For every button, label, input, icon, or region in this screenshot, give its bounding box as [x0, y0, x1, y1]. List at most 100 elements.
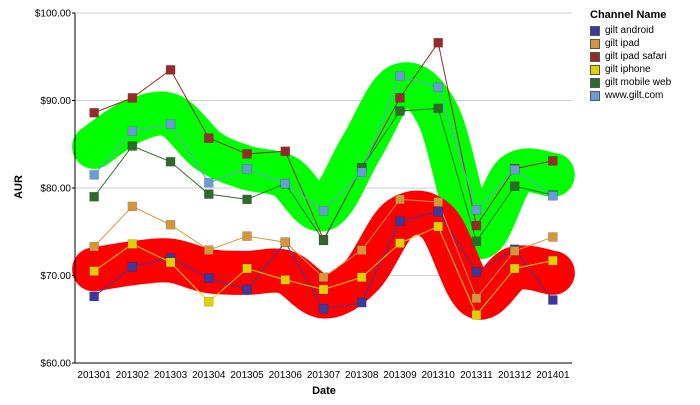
x-tick-label: 201309 — [383, 370, 417, 381]
highlight-band-layer — [72, 62, 575, 320]
x-tick-label: 201312 — [498, 370, 532, 381]
x-tick-label: 201303 — [154, 370, 188, 381]
data-point — [242, 284, 252, 295]
data-point — [204, 178, 214, 188]
x-tick-label: 201307 — [307, 370, 341, 381]
data-point — [548, 255, 558, 266]
legend-item: gilt android — [590, 24, 698, 37]
data-point — [127, 239, 138, 249]
data-point — [280, 275, 291, 285]
data-point — [395, 71, 405, 81]
legend-label: www.gilt.com — [605, 90, 664, 101]
data-point — [318, 272, 329, 282]
data-point — [471, 310, 482, 320]
x-tick-label: 201311 — [460, 370, 493, 381]
x-axis-title: Date — [312, 385, 336, 397]
data-point — [127, 262, 138, 272]
data-point — [509, 263, 520, 274]
data-point — [89, 192, 99, 202]
data-point — [280, 237, 291, 247]
data-point — [433, 197, 443, 207]
series-layer — [89, 38, 558, 320]
data-point — [548, 191, 558, 201]
data-point — [548, 156, 558, 166]
data-point — [395, 194, 405, 205]
data-point — [242, 194, 252, 205]
data-point — [433, 38, 443, 48]
data-point — [165, 65, 176, 75]
data-point — [242, 164, 252, 174]
legend-item: gilt mobile web — [590, 76, 698, 89]
data-point — [471, 236, 482, 247]
y-tick-label: $70.00 — [40, 271, 71, 282]
data-point — [204, 297, 214, 307]
data-point — [204, 133, 214, 143]
data-point — [242, 231, 252, 241]
data-point — [204, 273, 214, 283]
x-tick-label: 201308 — [345, 370, 379, 381]
data-point — [165, 119, 176, 129]
legend-label: gilt ipad — [605, 38, 640, 49]
x-tick-label: 201310 — [422, 370, 456, 381]
tick-label-layer: $60.00 $70.00 $80.00 $90.00 $100.00 201301 201… — [35, 9, 570, 382]
data-point — [89, 108, 99, 118]
y-tick-label: $100.00 — [35, 9, 72, 20]
data-point — [395, 238, 405, 248]
data-point — [433, 82, 443, 93]
x-tick-label: 201304 — [192, 370, 226, 381]
data-point — [165, 157, 176, 167]
data-point — [471, 220, 482, 231]
axis-layer — [72, 12, 572, 364]
data-point — [356, 167, 367, 177]
data-point — [89, 170, 99, 180]
data-point — [204, 245, 214, 255]
data-point — [433, 221, 443, 232]
data-point — [318, 235, 329, 246]
data-point — [395, 93, 405, 103]
data-point — [318, 284, 329, 295]
data-point — [433, 206, 443, 217]
data-point — [471, 205, 482, 215]
data-point — [395, 106, 405, 116]
legend-swatch — [590, 38, 600, 49]
data-point — [471, 267, 482, 277]
data-point — [165, 257, 176, 268]
data-point — [127, 93, 138, 103]
legend: Channel Name gilt android gilt ipad gilt i… — [590, 9, 698, 102]
data-point — [471, 293, 482, 303]
data-point — [356, 245, 367, 255]
legend-swatch — [590, 90, 600, 101]
x-tick-label: 201301 — [77, 370, 111, 381]
x-tick-label: 201302 — [116, 370, 150, 381]
legend-swatch — [590, 64, 600, 75]
legend-item: gilt ipad safari — [590, 50, 698, 63]
legend-label: gilt ipad safari — [605, 51, 667, 62]
data-point — [509, 164, 520, 175]
data-point — [433, 103, 443, 114]
data-point — [89, 291, 99, 302]
y-tick-label: $60.00 — [40, 359, 71, 370]
x-tick-label: 201401 — [536, 370, 570, 381]
data-point — [280, 146, 291, 156]
x-tick-label: 201305 — [230, 370, 264, 381]
y-tick-label: $90.00 — [40, 96, 71, 107]
data-point — [509, 246, 520, 256]
data-point — [318, 206, 329, 216]
y-tick-label: $80.00 — [40, 184, 71, 195]
data-point — [242, 263, 252, 274]
legend-swatch — [590, 51, 600, 62]
data-point — [395, 216, 405, 226]
legend-label: gilt mobile web — [605, 77, 672, 88]
y-axis-title: AUR — [13, 175, 25, 199]
legend-item: gilt iphone — [590, 63, 698, 76]
data-point — [89, 241, 99, 252]
data-point — [280, 178, 291, 189]
data-point — [356, 297, 367, 308]
legend-item: www.gilt.com — [590, 89, 698, 102]
data-point — [548, 232, 558, 242]
legend-title: Channel Name — [590, 9, 667, 21]
data-point — [127, 201, 138, 212]
data-point — [318, 304, 329, 314]
legend-swatch — [590, 77, 600, 88]
